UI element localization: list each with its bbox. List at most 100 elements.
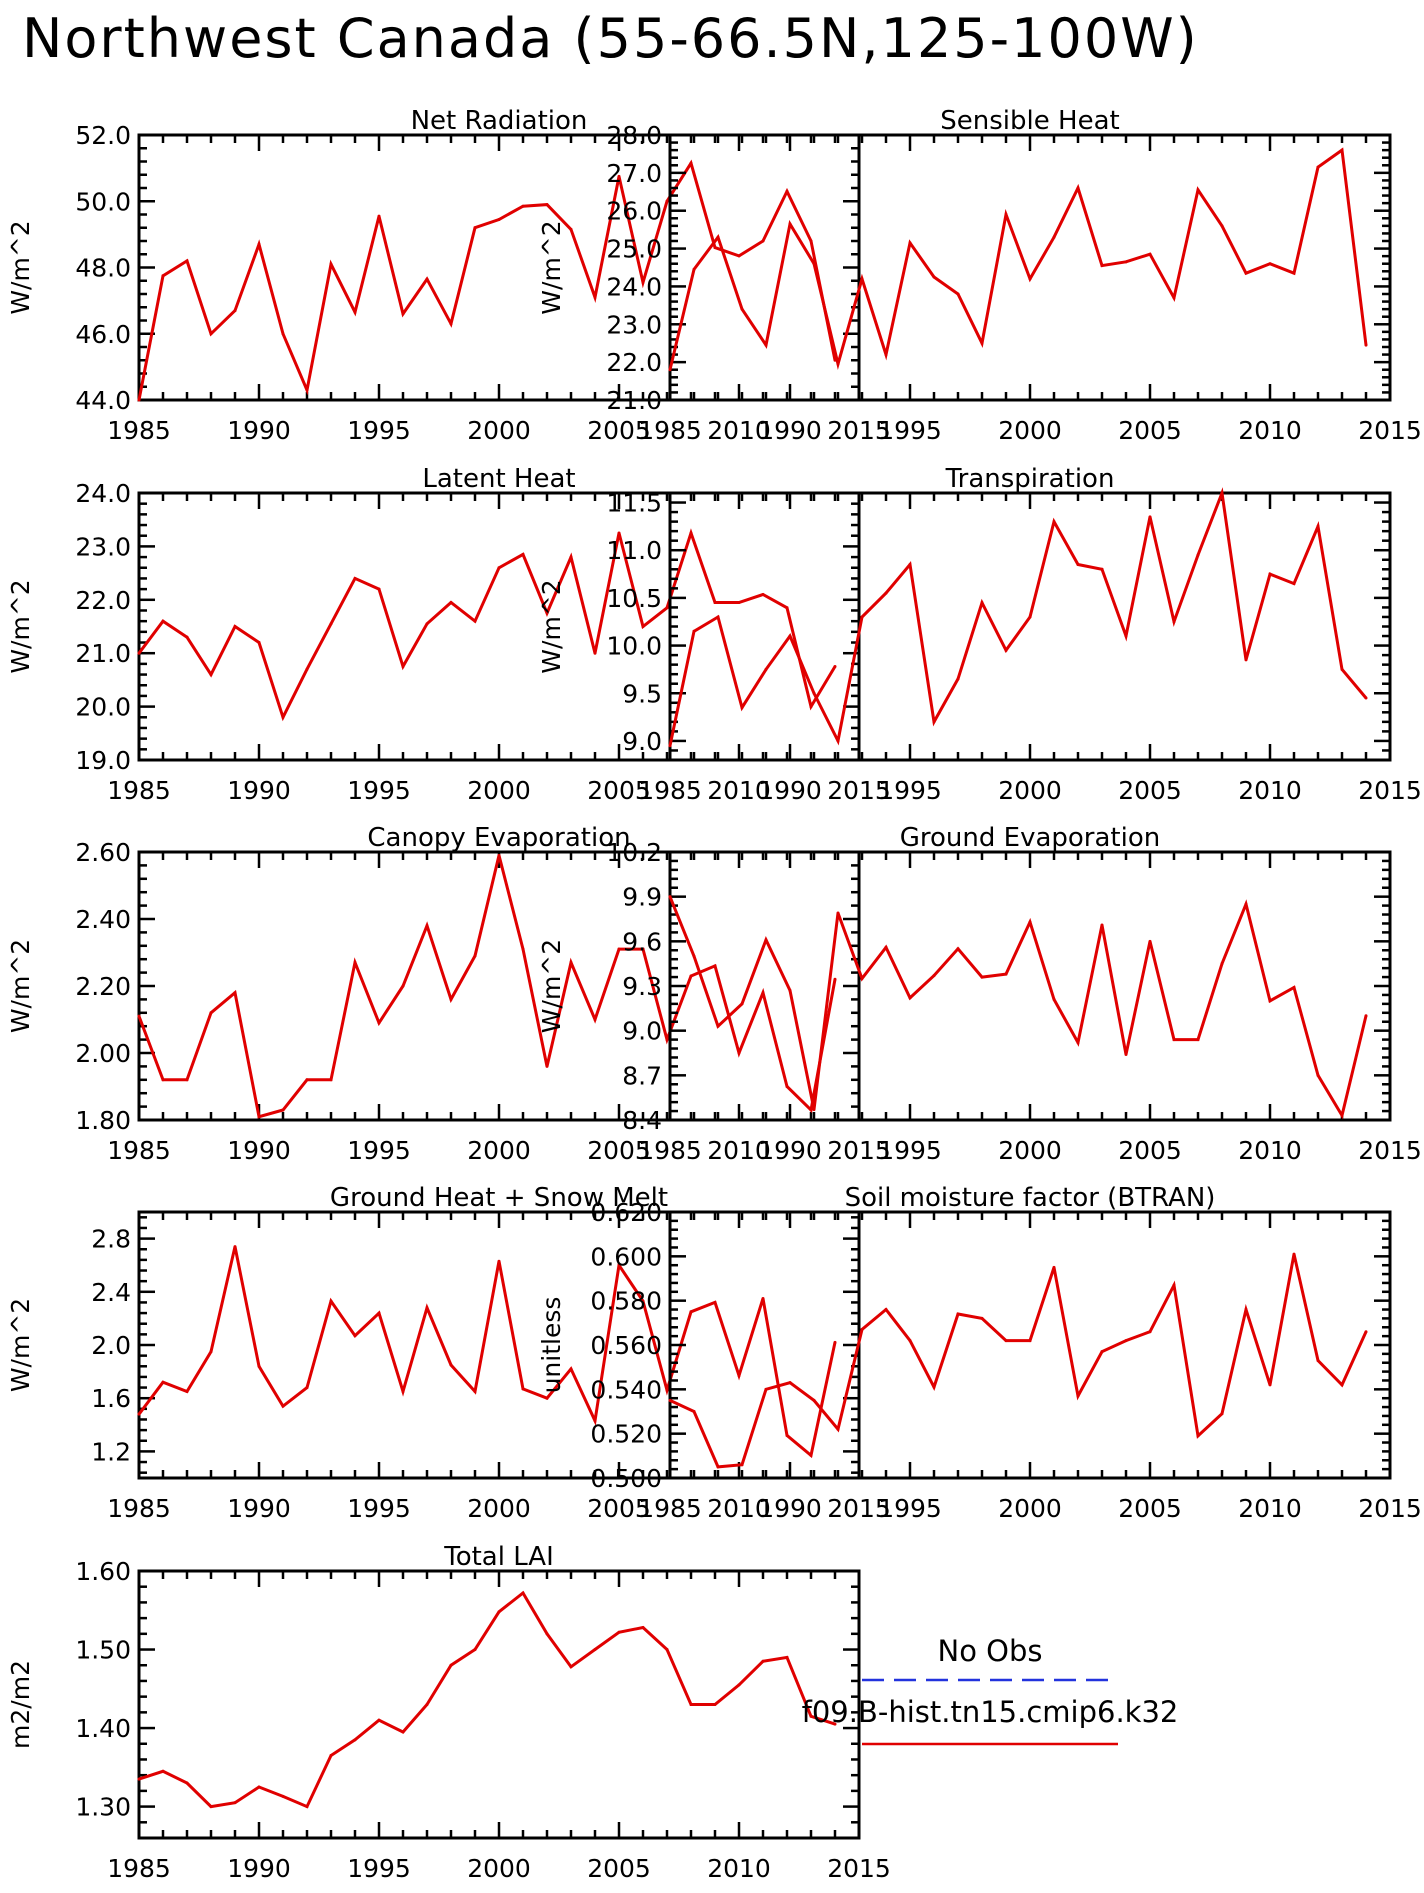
data-point [956, 292, 960, 296]
data-point [788, 988, 792, 992]
x-tick-label: 1995 [347, 416, 411, 445]
x-tick-label: 2000 [467, 416, 531, 445]
x-tick-label: 2015 [827, 776, 891, 805]
x-tick-label: 1995 [347, 1494, 411, 1523]
chart-panel: 1985 1990 1995 2000 2005 2010 2015 21.0 22.0 23.0… [537, 106, 1422, 445]
data-point [425, 1306, 429, 1310]
data-point [785, 1655, 789, 1659]
x-tick-label: 2000 [998, 1494, 1062, 1523]
data-point [593, 651, 597, 655]
chart-title: Ground Heat + Snow Melt [330, 1183, 668, 1213]
data-point [1100, 567, 1104, 571]
data-point [137, 1777, 141, 1781]
x-tick-label: 2000 [467, 1494, 531, 1523]
data-point [764, 1387, 768, 1391]
data-point [569, 1367, 573, 1371]
data-point [617, 947, 621, 951]
data-point [1148, 515, 1152, 519]
y-tick-label: 24.0 [606, 272, 662, 301]
x-tick-label: 2010 [707, 416, 771, 445]
x-tick-label: 1995 [347, 776, 411, 805]
data-point [932, 275, 936, 279]
y-tick-label: 2.60 [75, 838, 131, 867]
data-point [401, 1730, 405, 1734]
data-point [860, 977, 864, 981]
data-point [401, 1390, 405, 1394]
x-tick-label: 2000 [998, 1136, 1062, 1165]
x-tick-label: 2010 [1238, 416, 1302, 445]
y-tick-label: 2.00 [75, 1039, 131, 1068]
data-point [1316, 1359, 1320, 1363]
x-tick-label: 1990 [227, 1494, 291, 1523]
data-point [161, 274, 165, 278]
data-point [305, 1805, 309, 1809]
data-point [761, 991, 765, 995]
data-point [449, 1663, 453, 1667]
data-point [761, 1296, 765, 1300]
data-point [1124, 1339, 1128, 1343]
chart-title: Net Radiation [411, 106, 588, 136]
data-point [1076, 1394, 1080, 1398]
data-point [1244, 271, 1248, 275]
data-point [980, 1316, 984, 1320]
x-tick-label: 1985 [638, 776, 702, 805]
x-tick-label: 1990 [227, 1854, 291, 1883]
data-point [281, 1794, 285, 1798]
data-point [305, 1386, 309, 1390]
data-point [836, 362, 840, 366]
data-point [1316, 524, 1320, 528]
data-point [1124, 260, 1128, 264]
data-point [425, 277, 429, 281]
legend: No Obs f09.B-hist.tn15.cmip6.k32 [802, 1634, 1178, 1746]
x-tick-label: 2010 [707, 776, 771, 805]
y-tick-label: 2.40 [75, 905, 131, 934]
data-point [1172, 620, 1176, 624]
data-point [833, 1340, 837, 1344]
chart-title: Canopy Evaporation [367, 823, 630, 853]
chart-panel: 1985 1990 1995 2000 2005 2010 2015 9.0 9.5 10.0 10… [537, 464, 1422, 805]
data-point [908, 1339, 912, 1343]
data-point [1340, 1383, 1344, 1387]
data-point [812, 262, 816, 266]
data-point [1004, 648, 1008, 652]
x-tick-label: 1995 [878, 416, 942, 445]
x-tick-label: 2000 [467, 776, 531, 805]
y-tick-label: 1.2 [91, 1437, 131, 1466]
chart-panel: 1985 1990 1995 2000 2005 2010 2015 0.500 0.520 0.… [537, 1183, 1422, 1523]
data-point [1364, 1014, 1368, 1018]
data-point [209, 1350, 213, 1354]
y-tick-label: 19.0 [75, 746, 131, 775]
data-point [1076, 1041, 1080, 1045]
series-line [668, 147, 1368, 371]
data-point [689, 1310, 693, 1314]
data-point [425, 1703, 429, 1706]
data-point [1196, 553, 1200, 557]
data-point [281, 1108, 285, 1112]
x-tick-label: 2015 [1358, 1494, 1422, 1523]
y-axis-label: W/m^2 [6, 579, 35, 673]
data-point [884, 353, 888, 357]
x-tick-label: 1985 [107, 1136, 171, 1165]
data-point [281, 1404, 285, 1408]
chart-title: Transpiration [945, 464, 1115, 494]
data-point [1004, 1339, 1008, 1343]
x-tick-label: 2005 [587, 1854, 651, 1883]
plot-frame [668, 850, 1392, 1122]
data-point [1028, 615, 1032, 619]
data-point [497, 566, 501, 570]
x-tick-label: 2010 [1238, 1136, 1302, 1165]
x-tick-label: 2005 [587, 1494, 651, 1523]
data-point [785, 1085, 789, 1088]
data-point [377, 1021, 381, 1025]
data-point [329, 1078, 333, 1082]
y-tick-label: 0.500 [590, 1464, 662, 1493]
x-tick-label: 2015 [1358, 416, 1422, 445]
data-point [1268, 999, 1272, 1003]
x-tick-label: 1990 [227, 416, 291, 445]
data-point [737, 1683, 741, 1687]
data-point [449, 1363, 453, 1367]
data-point [305, 388, 309, 392]
data-point [980, 341, 984, 345]
data-point [617, 1263, 621, 1267]
y-tick-label: 48.0 [75, 254, 131, 283]
